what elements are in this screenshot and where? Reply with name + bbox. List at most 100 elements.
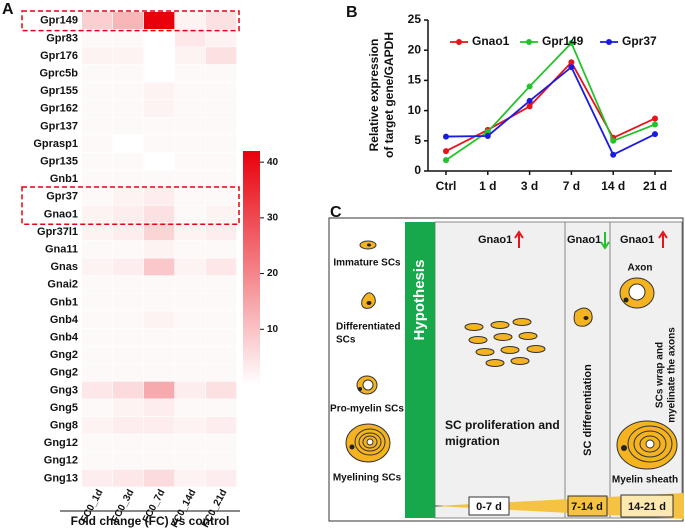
- gene-label: Gnao1: [567, 234, 601, 246]
- heat-cell: [206, 258, 237, 276]
- down-arrow: [600, 232, 610, 250]
- heat-cell: [175, 240, 206, 258]
- legend-label: Gnao1: [472, 34, 510, 48]
- heat-cell: [113, 100, 144, 117]
- data-point: [652, 121, 658, 128]
- heat-cell: [82, 82, 113, 100]
- row-label: Gpr155: [40, 85, 78, 97]
- heat-cell: [113, 152, 144, 170]
- x-tick-label: 1 d: [479, 179, 496, 193]
- heat-cell: [175, 135, 206, 153]
- heat-cell: [206, 381, 237, 399]
- heat-cell: [206, 205, 237, 223]
- heat-cell: [82, 364, 113, 381]
- proliferating-cells: [464, 318, 546, 367]
- heat-cell: [82, 258, 113, 276]
- data-point: [652, 131, 658, 138]
- data-point: [652, 115, 658, 122]
- row-label: Gpr162: [40, 103, 78, 115]
- row-label: Gpr149: [40, 15, 78, 27]
- heat-cell: [82, 188, 113, 205]
- row-label: Gng3: [50, 384, 78, 396]
- nucleus: [358, 387, 362, 391]
- heat-cell: [144, 100, 175, 117]
- row-label: Gnb4: [50, 332, 79, 344]
- y-tick-label: 0: [414, 163, 421, 177]
- heat-cell: [175, 223, 206, 241]
- heat-cell: [144, 328, 175, 346]
- heat-cell: [113, 328, 144, 346]
- time-box: [620, 494, 674, 518]
- row-label: Gna11: [45, 244, 78, 256]
- myelin-icon: [345, 423, 391, 463]
- stage-box: [564, 221, 611, 519]
- nucleus: [583, 316, 589, 320]
- time-box: [468, 496, 510, 516]
- heat-cell: [82, 223, 113, 241]
- heat-cell: [82, 381, 113, 399]
- hypothesis: Hypothesis: [411, 260, 428, 341]
- heat-cell: [206, 364, 237, 381]
- gene-label: Gnao1: [478, 234, 512, 246]
- x-tick-label: Ctrl: [436, 179, 457, 193]
- heat-cell: [144, 117, 175, 135]
- row-label: Gpr37l1: [37, 226, 78, 238]
- panel-label: B: [346, 4, 358, 21]
- heat-cell: [113, 381, 144, 399]
- heat-cell: [144, 469, 175, 487]
- heat-cell: [82, 47, 113, 65]
- heat-cell: [206, 223, 237, 241]
- heat-cell: [144, 452, 175, 469]
- y-tick-label: 15: [408, 73, 422, 87]
- heat-cell: [82, 399, 113, 417]
- time-label: 7-14 d: [571, 501, 603, 513]
- axon-label: Axon: [628, 263, 653, 274]
- colorbar-tick-label: 20: [267, 268, 279, 279]
- heat-cell: [144, 311, 175, 329]
- heat-cell: [206, 12, 237, 29]
- row-label: Gpr176: [40, 50, 78, 62]
- row-label: Gnai2: [47, 279, 78, 291]
- heat-cell: [144, 188, 175, 205]
- heat-cell: [206, 170, 237, 188]
- row-label: Gprc5b: [39, 68, 78, 80]
- heat-cell: [113, 346, 144, 364]
- heat-cell: [113, 47, 144, 65]
- sheath-label: Myelin sheath: [612, 475, 678, 486]
- row-label: Gng5: [50, 402, 78, 414]
- data-point: [568, 39, 575, 46]
- heat-cell: [206, 152, 237, 170]
- heat-cell: [113, 135, 144, 153]
- highlight-box: [21, 186, 240, 225]
- stage-label: myelinate the axons: [667, 327, 678, 423]
- heat-cell: [175, 416, 206, 434]
- y-tick-label: 5: [414, 133, 421, 147]
- y-tick-label: 25: [408, 12, 422, 26]
- heat-cell: [206, 188, 237, 205]
- heat-cell: [82, 152, 113, 170]
- myelin-icon: [616, 420, 678, 470]
- row-label: Gng13: [44, 472, 78, 484]
- y-axis-label: Relative expression: [367, 39, 381, 152]
- heat-cell: [206, 416, 237, 434]
- heat-cell: [206, 469, 237, 487]
- heat-cell: [82, 346, 113, 364]
- heat-cell: [175, 29, 206, 47]
- x-tick-label: 14 d: [601, 179, 625, 193]
- data-point: [526, 97, 533, 104]
- y-tick-label: 20: [408, 42, 422, 56]
- cell-label: Differentiated: [336, 322, 400, 333]
- heat-cell: [206, 293, 237, 311]
- heat-cell: [144, 12, 175, 29]
- data-point: [610, 137, 617, 144]
- heat-cell: [175, 311, 206, 329]
- heat-cell: [113, 82, 144, 100]
- legend-marker: [606, 39, 612, 45]
- heat-cell: [175, 328, 206, 346]
- row-label: Gnb4: [50, 314, 79, 326]
- heat-cell: [113, 416, 144, 434]
- x-tick-label: 7 d: [563, 179, 580, 193]
- cell-label: SCs: [336, 335, 356, 346]
- highlight-box: [21, 10, 240, 32]
